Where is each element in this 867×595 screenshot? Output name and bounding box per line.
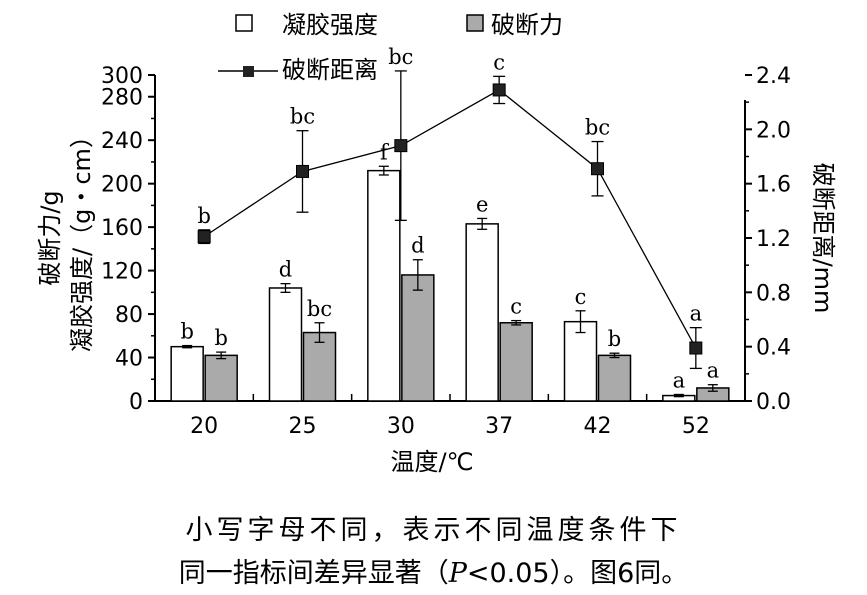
x-tick-label: 42 <box>584 414 612 439</box>
gel-strength-bar <box>268 287 303 402</box>
legend-label-breaking-distance: 破断距离 <box>282 56 378 84</box>
gel-strength-bar <box>170 345 204 402</box>
significance-letter: d <box>279 258 292 282</box>
significance-letter: b <box>180 320 193 344</box>
legend-label-breaking-force: 破断力 <box>491 11 563 39</box>
note-line-2-prefix: 同一指标间差异显著（ <box>178 558 449 589</box>
breaking-distance-point <box>591 162 604 176</box>
y-right-tick-label: 0.8 <box>756 281 791 306</box>
y-left-tick-label: 160 <box>101 216 143 241</box>
gel-strength-bar <box>563 320 598 402</box>
breaking-distance-point <box>394 139 408 153</box>
significance-letter: b <box>608 327 621 351</box>
y-left-tick-label: 0 <box>129 390 143 415</box>
y-left-title-1: 破断力/g <box>36 190 64 285</box>
y-left-tick-label: 80 <box>115 303 143 328</box>
significance-letter: c <box>575 285 587 309</box>
breaking-distance-point <box>689 341 703 355</box>
significance-letter: a <box>673 368 686 392</box>
note-line-2-p: P <box>448 558 467 589</box>
gel-strength-bar <box>465 223 499 402</box>
y-left-tick-label: 200 <box>101 173 143 198</box>
y-right-tick-label: 1.6 <box>756 173 791 198</box>
x-tick-label: 20 <box>190 414 218 439</box>
x-axis-title: 温度/℃ <box>390 448 473 476</box>
line-significance-letter: a <box>690 302 703 326</box>
x-tick-label: 37 <box>485 414 513 439</box>
breaking-force-bar <box>499 322 533 402</box>
legend-label-gel-strength: 凝胶强度 <box>282 11 378 39</box>
x-tick-label: 52 <box>682 414 710 439</box>
significance-letter: bc <box>307 297 332 321</box>
line-significance-letter: c <box>493 50 505 74</box>
y-left-title-2: 凝胶强度/（g・cm） <box>68 124 96 352</box>
breaking-force-bar <box>597 354 632 402</box>
significance-letter: b <box>214 326 227 350</box>
y-right-tick-label: 1.2 <box>756 227 791 252</box>
y-right-tick-label: 2.4 <box>756 64 791 89</box>
y-right-tick-label: 2.0 <box>756 118 791 143</box>
note-line-2: 同一指标间差异显著（P<0.05）。图6同。 <box>0 551 867 590</box>
significance-letter: d <box>411 234 424 258</box>
y-right-tick-label: 0.0 <box>756 390 791 415</box>
line-significance-letter: bc <box>290 105 315 129</box>
line-significance-letter: b <box>197 204 210 228</box>
y-right-title: 破断距离/mm <box>809 163 837 314</box>
significance-letter: e <box>476 192 488 216</box>
y-left-tick-label: 300 <box>101 64 143 89</box>
legend-marker-breaking-distance <box>243 66 254 77</box>
significance-letter: f <box>380 140 390 164</box>
breaking-distance-point <box>197 230 211 244</box>
x-tick-label: 30 <box>387 414 415 439</box>
breaking-distance-point <box>492 83 506 97</box>
legend-swatch-breaking-force <box>466 14 484 32</box>
breaking-distance-point <box>296 164 309 178</box>
note-line-1: 小写字母不同，表示不同温度条件下 <box>185 515 682 546</box>
legend-swatch-gel-strength <box>235 14 253 32</box>
breaking-force-bar <box>401 274 435 402</box>
y-right-tick-label: 0.4 <box>756 336 791 361</box>
line-significance-letter: bc <box>388 45 413 69</box>
breaking-distance-line <box>203 89 697 349</box>
y-left-tick-label: 240 <box>101 129 143 154</box>
significance-letter: a <box>707 359 720 383</box>
significance-letter: c <box>510 295 522 319</box>
x-tick-label: 25 <box>289 414 317 439</box>
note-line-2-suffix: <0.05）。图6同。 <box>466 558 689 589</box>
breaking-force-bar <box>204 354 238 402</box>
y-left-tick-label: 40 <box>115 347 143 372</box>
line-significance-letter: bc <box>585 116 610 140</box>
gel-strength-bar <box>367 169 401 402</box>
y-left-tick-label: 120 <box>101 260 143 285</box>
y-left-tick-label: 280 <box>101 86 143 111</box>
